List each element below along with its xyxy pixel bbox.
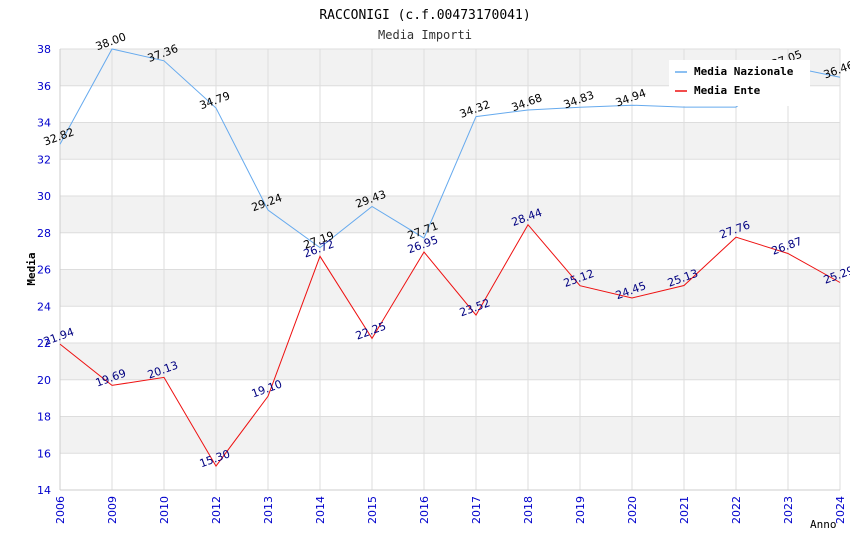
y-tick-label: 32 [37,153,51,166]
y-tick-label: 26 [37,264,51,277]
series-line-nazionale [59,48,841,249]
chart-subtitle: Media Importi [378,28,472,42]
legend-box [669,60,810,106]
y-tick-label: 20 [37,374,51,387]
y-tick-label: 28 [37,227,51,240]
x-tick-label: 2021 [678,496,691,524]
plot-band [60,269,840,307]
data-label: 22.25 [354,320,388,343]
x-tick-label: 2018 [522,496,535,524]
y-tick-label: 24 [37,300,51,313]
axes [59,49,840,491]
x-tick-label: 2016 [418,496,431,524]
data-label: 26.87 [770,235,804,258]
x-tick-label: 2006 [54,496,67,524]
y-tick-label: 30 [37,190,51,203]
data-label: 34.32 [458,98,492,121]
legend: Media Nazionale Media Ente [669,60,810,106]
y-axis-label: Media [25,252,38,285]
chart-title: RACCONIGI (c.f.00473170041) [319,8,530,23]
y-tick-label: 38 [37,43,51,56]
plot-band [60,196,840,233]
x-tick-label: 2010 [158,496,171,524]
x-tick-label: 2020 [626,496,639,524]
plot-band [60,343,840,380]
y-tick-label: 14 [37,484,51,497]
y-tick-label: 34 [37,117,51,130]
x-tick-label: 2023 [782,496,795,524]
data-label: 34.83 [562,88,596,111]
plot-band [60,122,840,160]
x-tick-label: 2024 [834,496,847,524]
legend-label-nazionale: Media Nazionale [694,65,794,78]
x-tick-label: 2015 [366,496,379,524]
series-line-ente [59,223,841,468]
x-tick-label: 2012 [210,496,223,524]
y-tick-label: 22 [37,337,51,350]
x-axis-label: Anno [810,518,837,531]
x-tick-label: 2009 [106,496,119,524]
data-label: 19.10 [250,378,284,401]
plot-band [60,416,840,454]
y-tick-label: 18 [37,411,51,424]
data-label: 34.79 [198,89,232,112]
x-tick-label: 2017 [470,496,483,524]
x-tick-label: 2022 [730,496,743,524]
x-tick-label: 2013 [262,496,275,524]
x-tick-label: 2019 [574,496,587,524]
y-tick-label: 36 [37,80,51,93]
gridlines [59,48,841,491]
series-group [59,48,841,468]
plot-bands [60,49,840,454]
y-tick-label: 16 [37,447,51,460]
data-label: 34.68 [510,91,544,114]
x-tick-label: 2014 [314,496,327,524]
legend-label-ente: Media Ente [694,84,761,97]
